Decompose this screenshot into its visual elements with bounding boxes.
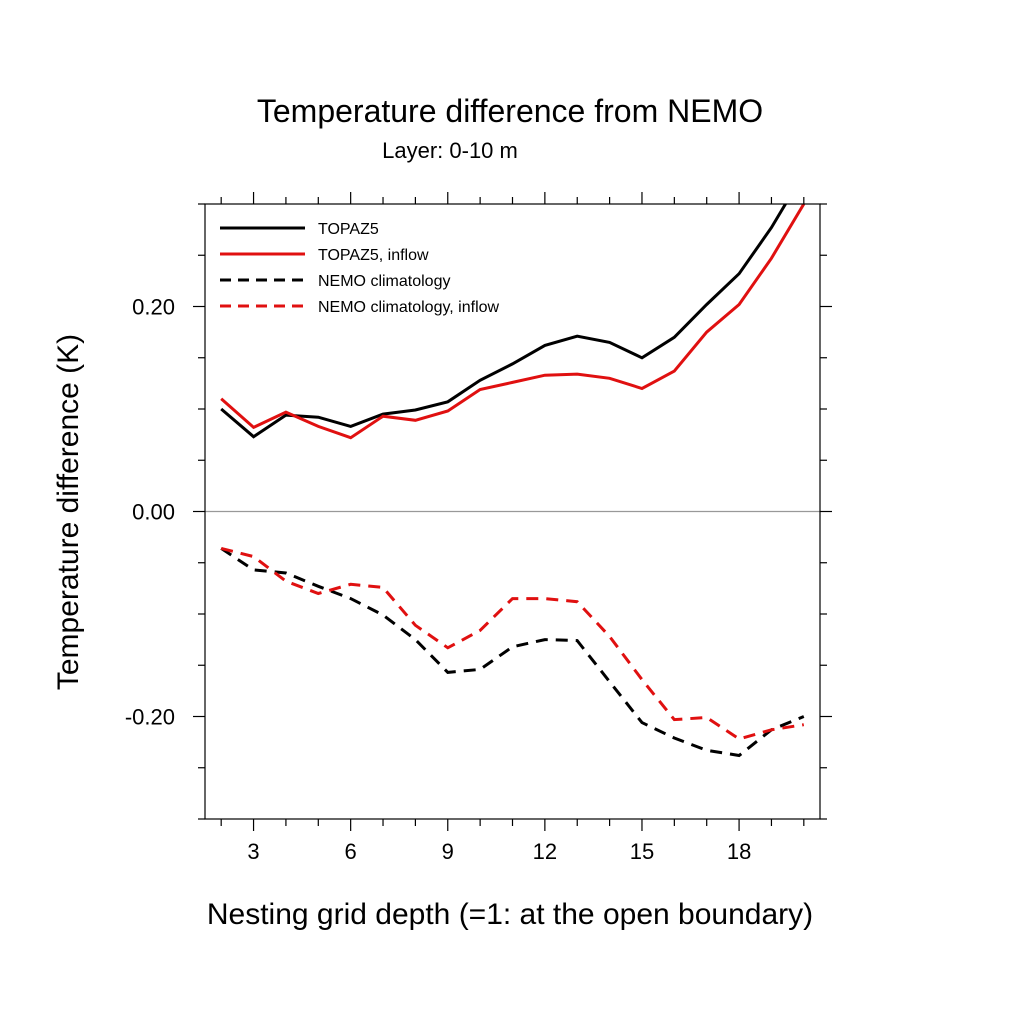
legend-label: NEMO climatology, inflow [318,299,500,316]
y-axis-label: Temperature difference (K) [52,334,85,690]
tick-layer: 3 6 9 12 15 18 0.20 0.00 -0.20 [125,192,832,864]
legend-label: TOPAZ5, inflow [318,247,429,264]
legend-item-4: NEMO climatology, inflow [220,299,500,316]
legend-item-2: TOPAZ5, inflow [220,247,429,264]
x-tick-label: 12 [533,839,557,864]
legend-item-3: NEMO climatology [220,273,450,290]
x-axis-label: Nesting grid depth (=1: at the open boun… [207,898,813,931]
series-line-2 [220,204,806,440]
x-tick-label: 15 [630,839,654,864]
legend: TOPAZ5 TOPAZ5, inflow NEMO climatology NEMO… [220,221,500,316]
series-line-3 [220,547,805,758]
x-tick-label: 3 [247,839,259,864]
legend-label: NEMO climatology [318,273,450,290]
x-tick-label: 9 [442,839,454,864]
series-line-1 [220,204,788,439]
legend-label: TOPAZ5 [318,221,379,238]
legend-item-1: TOPAZ5 [220,221,379,238]
x-tick-label: 6 [345,839,357,864]
chart-subtitle: Layer: 0-10 m [382,138,518,163]
y-tick-label: -0.20 [125,705,175,730]
series-layer [220,204,806,758]
x-tick-label: 18 [727,839,751,864]
chart-title: Temperature difference from NEMO [257,93,763,129]
y-tick-label: 0.00 [132,500,175,525]
series-line-4 [220,546,805,741]
y-tick-label: 0.20 [132,295,175,320]
